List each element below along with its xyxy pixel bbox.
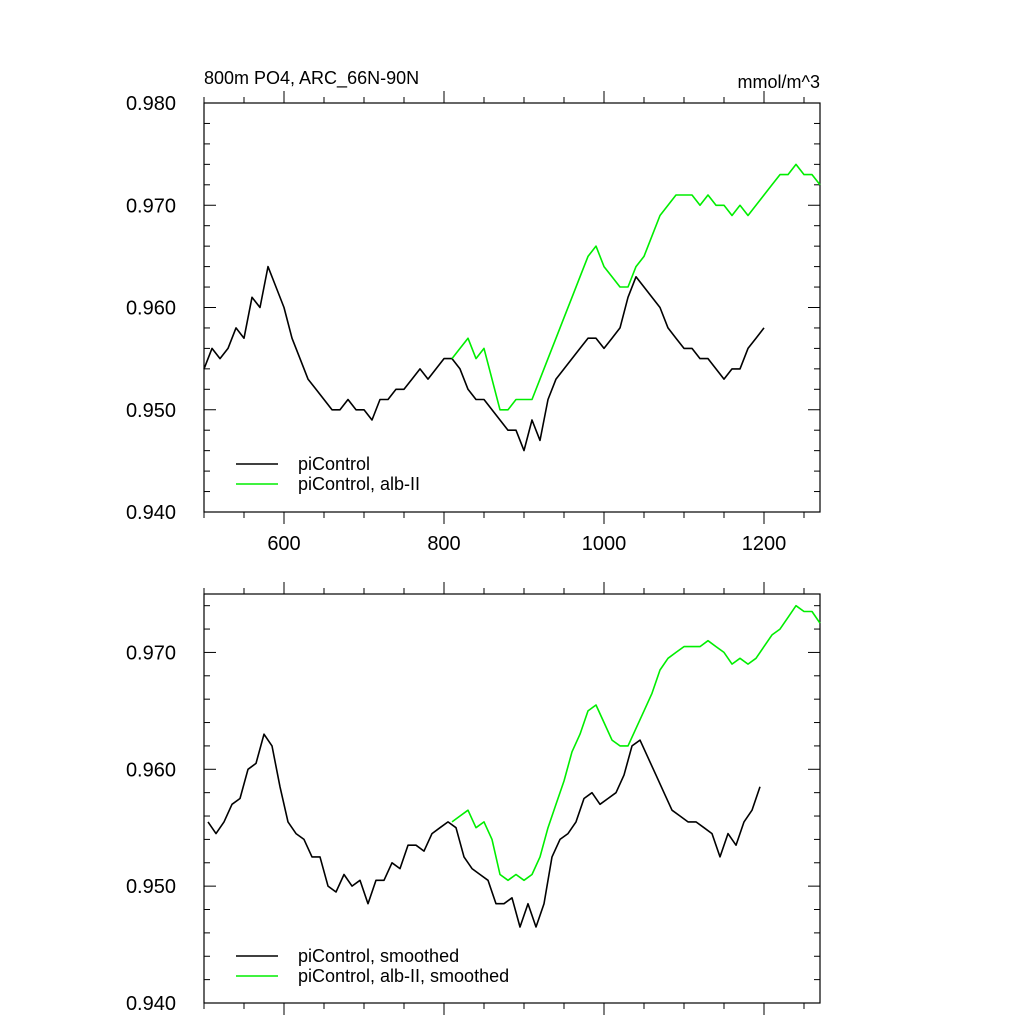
- plot-frame: [203, 593, 821, 1004]
- x-tick-label: 800: [427, 533, 460, 555]
- top-panel: 600 800 1000 1200 0.940 0.950 0.960 0.970 0.980 p…: [126, 91, 821, 555]
- chart-title: 800m PO4, ARC_66N-90N: [204, 68, 419, 89]
- series-line-picontrol-alb-ii: [451, 604, 821, 882]
- x-tick-label: 1200: [742, 533, 787, 555]
- plot-frame: [203, 102, 821, 513]
- y-tick-label: 0.960: [126, 298, 176, 320]
- series-line-picontrol: [203, 265, 765, 452]
- x-tick-label: 600: [267, 533, 300, 555]
- units-label: mmol/m^3: [738, 72, 820, 92]
- bottom-panel: 0.940 0.950 0.960 0.970 piControl, smoothedp…: [126, 582, 821, 1015]
- y-tick-label: 0.950: [126, 400, 176, 422]
- y-tick-label: 0.960: [126, 759, 176, 781]
- legend-label: piControl, alb-II: [298, 474, 420, 494]
- series-line-picontrol: [207, 733, 761, 928]
- y-tick-label: 0.970: [126, 195, 176, 217]
- y-tick-label: 0.980: [126, 93, 176, 115]
- legend-label: piControl: [298, 454, 370, 474]
- legend-label: piControl, alb-II, smoothed: [298, 966, 509, 986]
- y-tick-label: 0.940: [126, 993, 176, 1015]
- x-tick-label: 1000: [582, 533, 627, 555]
- y-tick-label: 0.970: [126, 642, 176, 664]
- y-tick-label: 0.950: [126, 876, 176, 898]
- legend-label: piControl, smoothed: [298, 946, 459, 966]
- y-tick-label: 0.940: [126, 502, 176, 524]
- series-line-picontrol-alb-ii: [451, 163, 821, 411]
